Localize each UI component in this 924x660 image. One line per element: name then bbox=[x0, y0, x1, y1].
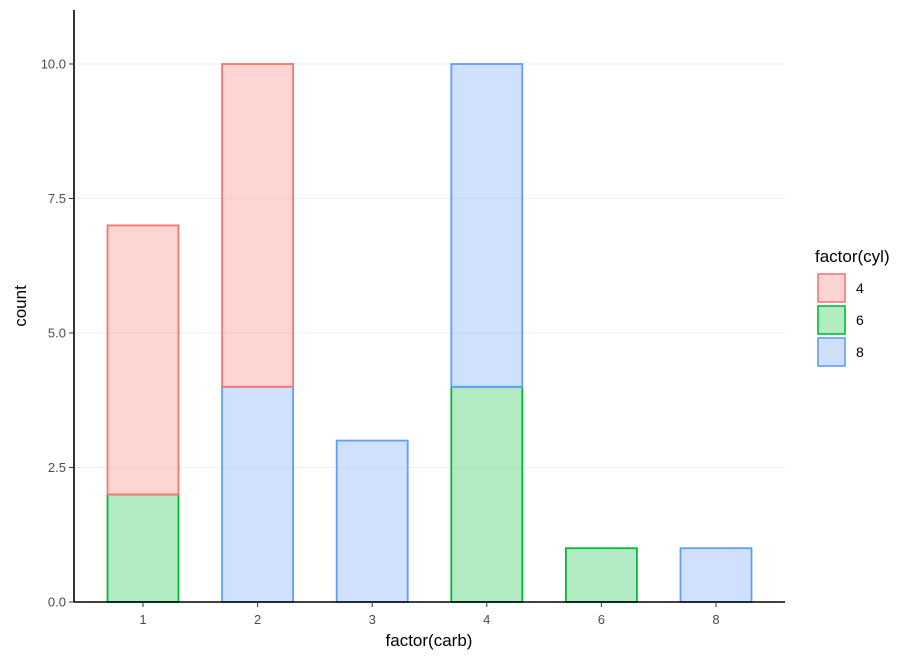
legend-key-8 bbox=[817, 337, 846, 367]
bar-carb-1-cyl-4 bbox=[106, 224, 180, 496]
x-tick-label: 3 bbox=[369, 612, 376, 627]
legend-label-6: 6 bbox=[856, 312, 864, 328]
bar-carb-1-cyl-6 bbox=[106, 493, 180, 603]
x-tick-label: 8 bbox=[712, 612, 719, 627]
y-tick-label: 5.0 bbox=[48, 326, 66, 341]
y-axis-title: count bbox=[11, 285, 30, 327]
legend-label-8: 8 bbox=[856, 344, 864, 360]
x-tick-label: 2 bbox=[254, 612, 261, 627]
legend-label-4: 4 bbox=[856, 280, 864, 296]
y-tick-label: 2.5 bbox=[48, 460, 66, 475]
bar-carb-4-cyl-8 bbox=[450, 63, 524, 388]
y-tick-label: 0.0 bbox=[48, 595, 66, 610]
y-axis-ticks: 0.0 2.5 5.0 7.5 10.0 bbox=[41, 57, 74, 610]
legend-title: factor(cyl) bbox=[815, 247, 890, 266]
grid-lines bbox=[74, 63, 785, 468]
x-tick-label: 6 bbox=[598, 612, 605, 627]
bars bbox=[106, 63, 753, 603]
x-axis-title: factor(carb) bbox=[386, 631, 473, 650]
bar-carb-4-cyl-6 bbox=[450, 385, 524, 603]
x-axis-ticks: 1 2 3 4 6 8 bbox=[139, 602, 720, 627]
y-tick-label: 7.5 bbox=[48, 191, 66, 206]
x-tick-label: 1 bbox=[139, 612, 146, 627]
bar-carb-8-cyl-8 bbox=[679, 547, 753, 603]
y-tick-label: 10.0 bbox=[41, 57, 66, 72]
bar-carb-3-cyl-8 bbox=[335, 439, 409, 603]
x-tick-label: 4 bbox=[483, 612, 490, 627]
legend-key-4 bbox=[817, 273, 846, 303]
legend-key-6 bbox=[817, 305, 846, 335]
axes bbox=[73, 10, 785, 603]
bar-carb-6-cyl-6 bbox=[565, 547, 638, 603]
legend: factor(cyl) 4 6 8 bbox=[815, 247, 890, 367]
bar-carb-2-cyl-8 bbox=[221, 385, 295, 603]
bar-carb-2-cyl-4 bbox=[221, 63, 295, 388]
